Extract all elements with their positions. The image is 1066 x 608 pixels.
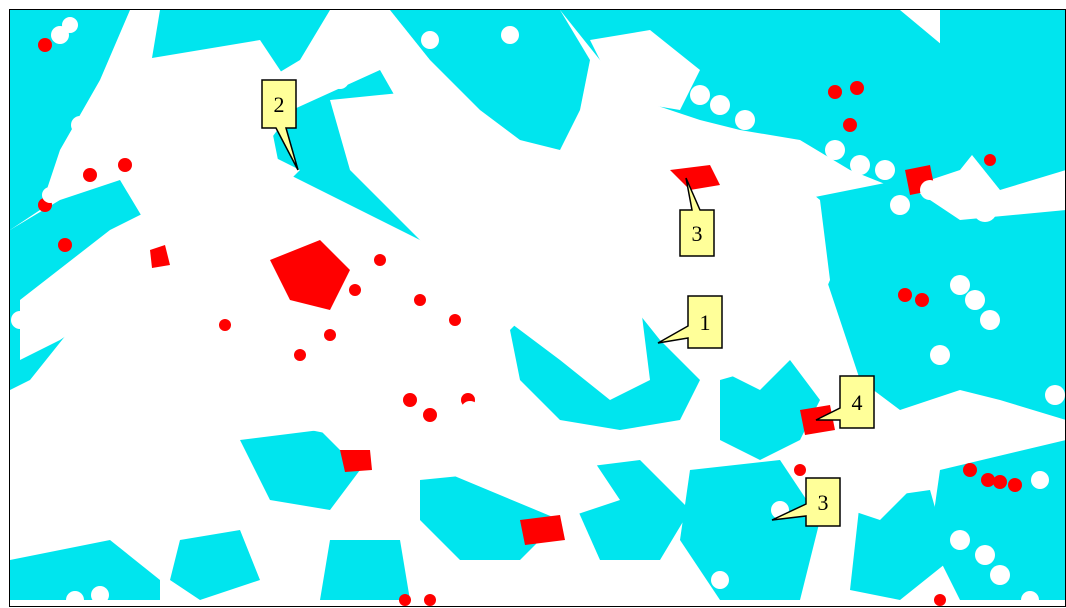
red-shadow-patches (150, 165, 935, 545)
red-shadow-dots (38, 38, 1022, 606)
callout-1-label: 1 (700, 310, 711, 335)
white-crown-blobs (11, 11, 1065, 608)
callout-4-label: 4 (852, 390, 863, 415)
callout-4: 4 (815, 375, 875, 429)
callout-2: 2 (261, 79, 299, 171)
callout-3-upper-box (679, 177, 715, 257)
callout-2-label: 2 (274, 92, 285, 117)
callout-3-upper-label: 3 (692, 221, 703, 246)
callout-3-upper: 3 (679, 177, 715, 257)
callout-1-box (657, 295, 723, 349)
callout-3-lower: 3 (771, 477, 841, 527)
callout-4-box (815, 375, 875, 429)
callout-3-lower-label: 3 (818, 490, 829, 515)
callout-2-box (261, 79, 299, 171)
callout-1: 1 (657, 295, 723, 349)
callout-3-lower-box (771, 477, 841, 527)
